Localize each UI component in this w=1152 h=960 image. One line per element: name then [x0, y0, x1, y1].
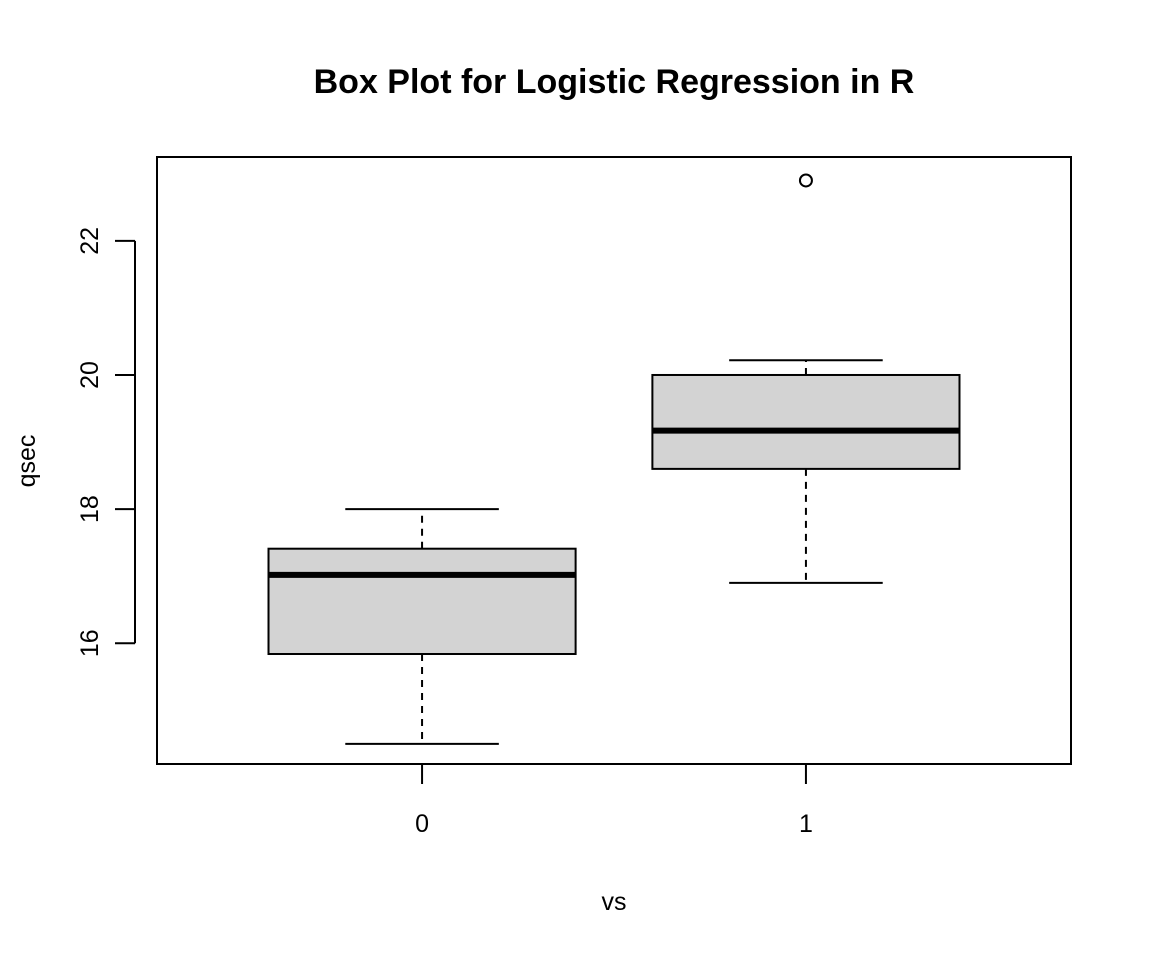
y-axis: 16 18 20 22	[76, 227, 136, 657]
y-axis-label: qsec	[13, 435, 41, 488]
plot-frame	[156, 156, 1072, 765]
box-series	[267, 173, 961, 745]
outlier-point	[798, 173, 813, 188]
x-tick-label: 0	[415, 810, 429, 838]
box-iqr	[267, 547, 577, 656]
box-group-1	[651, 173, 961, 584]
chart-title: Box Plot for Logistic Regression in R	[314, 63, 915, 101]
y-tick-label: 22	[76, 227, 104, 255]
y-tick-label: 20	[76, 361, 104, 389]
box-iqr	[651, 373, 961, 470]
x-axis-label: vs	[602, 888, 627, 916]
box-group-0	[267, 508, 577, 745]
y-tick-label: 18	[76, 495, 104, 523]
x-tick-label: 1	[799, 810, 813, 838]
y-tick-label: 16	[76, 629, 104, 657]
